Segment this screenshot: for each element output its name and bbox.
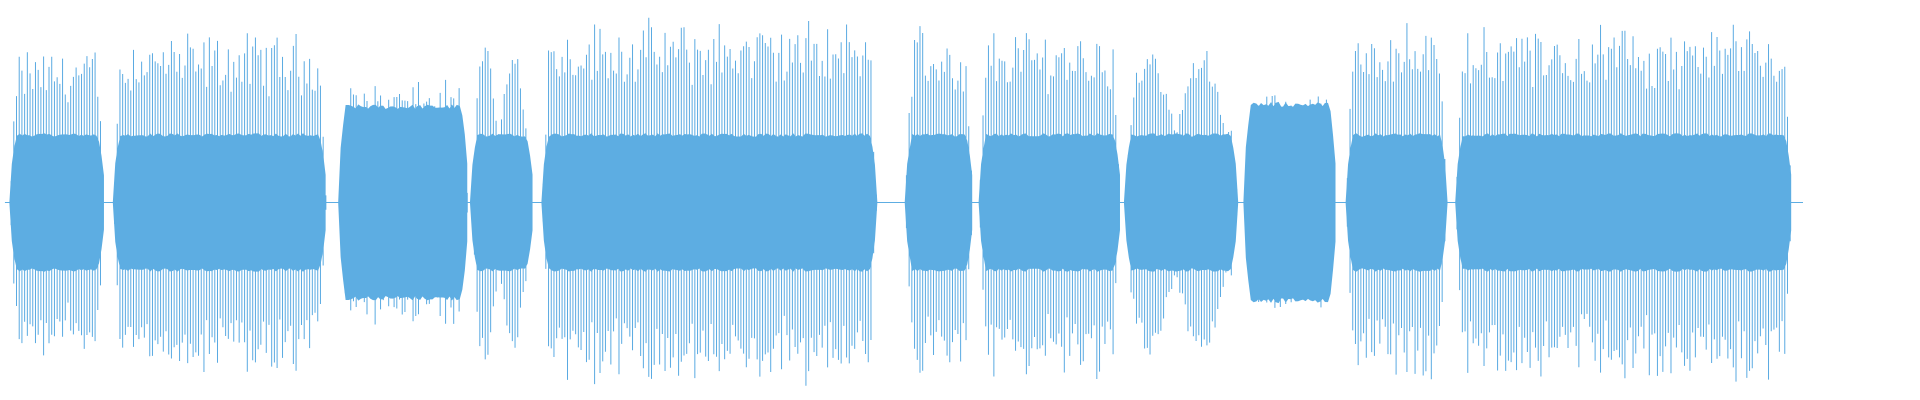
page-body: (() => { const data = JSON.parse(documen… [0, 0, 1920, 400]
waveform [0, 0, 1920, 400]
page: Waveform {} html, body { margin: 0; padd… [0, 0, 1920, 400]
